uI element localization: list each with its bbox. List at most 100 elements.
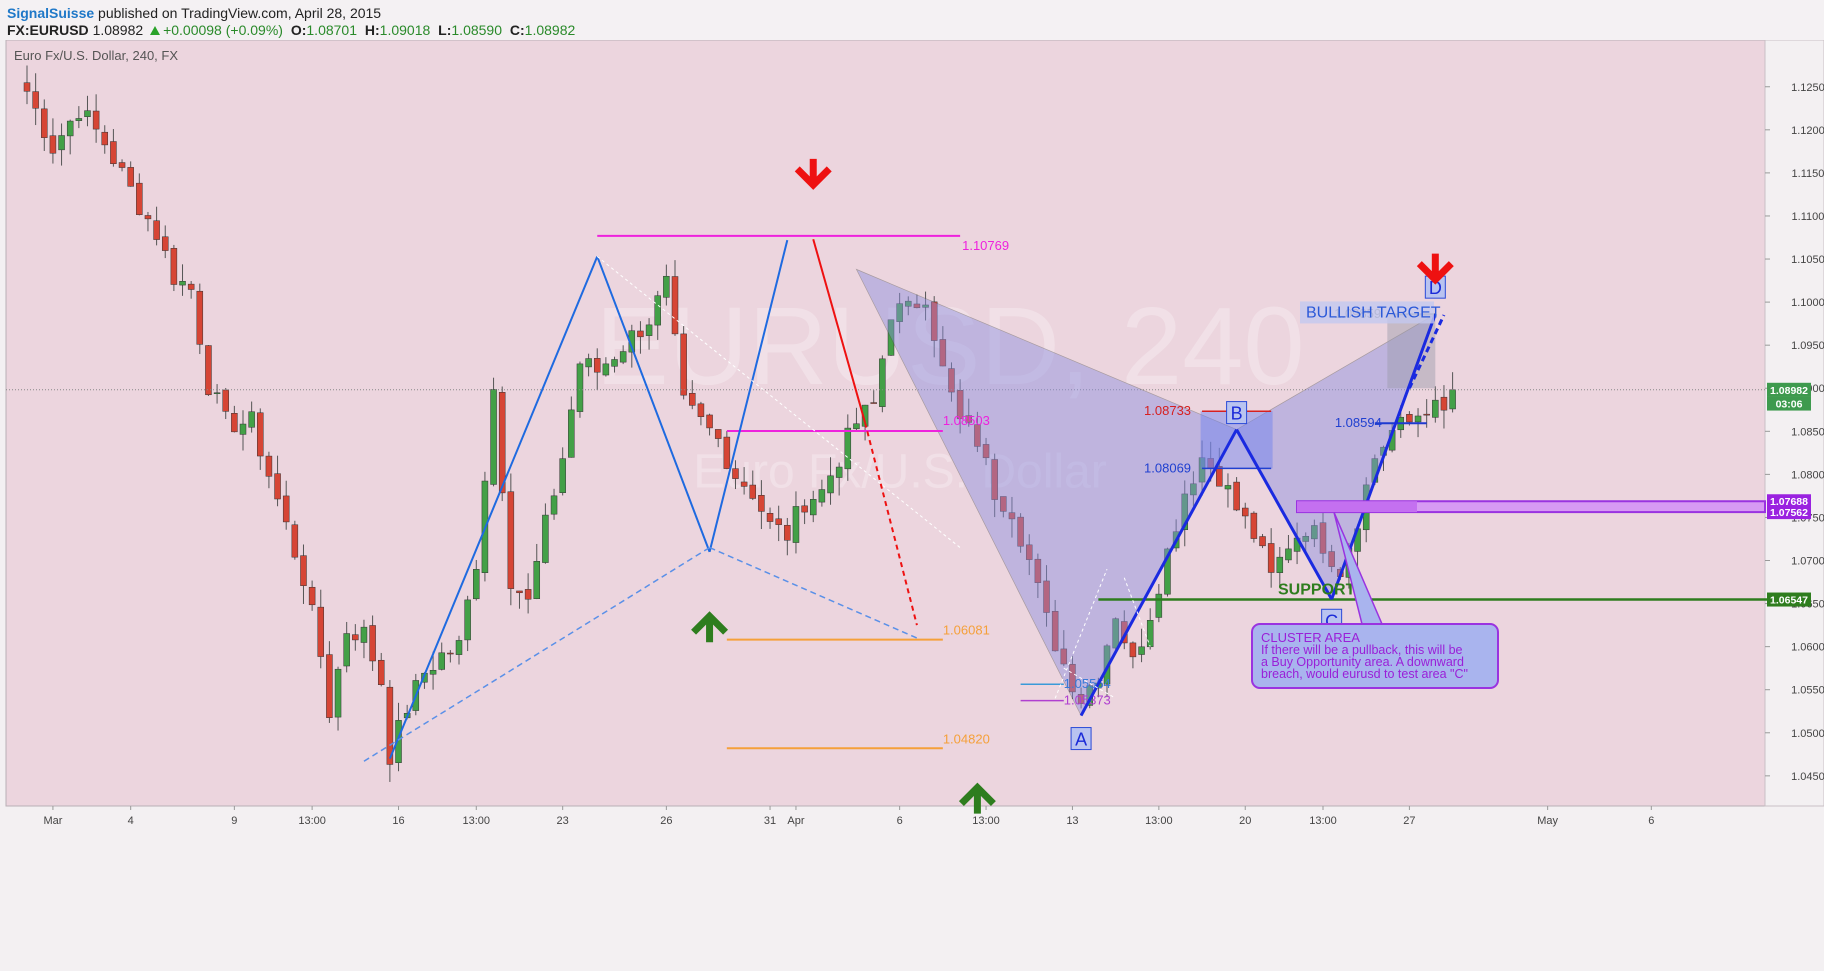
candle-body: [1034, 558, 1042, 583]
candle-body: [326, 654, 333, 718]
white-dash-c: [1123, 577, 1151, 647]
red-move-dash: [864, 422, 918, 626]
x-tick-label: May: [1537, 815, 1558, 827]
support-label: SUPPORT: [1278, 582, 1356, 599]
candle-body: [524, 589, 532, 600]
candle-body: [619, 351, 627, 363]
leg-ab: [1079, 428, 1238, 717]
x-tick-label: 6: [897, 815, 903, 827]
candle-body: [1276, 556, 1284, 573]
candle-body: [1077, 694, 1085, 704]
candle-body: [568, 409, 575, 458]
swing-3: [708, 239, 789, 553]
candle-body: [464, 599, 471, 641]
level-mid-label: 1.08503: [943, 413, 990, 428]
candle-body: [395, 720, 402, 763]
cluster-line: breach, would eurusd to test area "C": [1261, 667, 1468, 681]
candle-body: [41, 108, 48, 138]
candle-body: [974, 424, 981, 447]
publish-line: SignalSuisse published on TradingView.co…: [7, 5, 381, 21]
candle-body: [801, 505, 808, 513]
last-price: 1.08982: [92, 22, 144, 38]
candle-body: [939, 339, 947, 367]
candle-body: [1241, 507, 1249, 517]
swing-dash-1: [363, 546, 710, 762]
bullish-target-bg: [1300, 301, 1434, 324]
cluster-zone-inner: [1297, 501, 1417, 513]
last-price-badge-text: 1.08982: [1770, 385, 1808, 397]
leg-cd-dash: [1408, 314, 1446, 389]
candle-body: [282, 495, 290, 523]
candle-body: [32, 91, 39, 109]
countdown-badge: [1767, 396, 1811, 411]
author-link[interactable]: SignalSuisse: [7, 5, 95, 21]
cluster-callout: [1251, 623, 1499, 689]
candle-body: [196, 290, 204, 345]
x-tick-label: 4: [128, 815, 134, 827]
candle-body: [1319, 522, 1327, 554]
candle-body: [542, 514, 549, 563]
candle-body: [559, 458, 566, 493]
support-badge: [1767, 592, 1811, 607]
candle-body: [913, 303, 921, 309]
candle-body: [663, 275, 670, 298]
zone-low-badge: [1767, 505, 1811, 520]
zone-high-badge: [1767, 494, 1811, 509]
candle-body: [1000, 496, 1007, 512]
candle-body: [1017, 516, 1024, 547]
candle-body: [1008, 512, 1016, 520]
open-value: 1.08701: [306, 22, 357, 38]
leg-bc: [1235, 428, 1333, 601]
candle-body: [386, 686, 394, 765]
y-tick-label: 1.09500: [1791, 340, 1824, 352]
candle-body: [1181, 493, 1189, 530]
candle-body: [334, 668, 342, 718]
quote-line: FX:EURUSD 1.08982 +0.00098 (+0.09%) O:1.…: [7, 22, 575, 38]
countdown-badge-text: 03:06: [1776, 399, 1803, 411]
green-up-arrow-1: [691, 611, 729, 643]
candle-body: [1043, 580, 1050, 613]
red-move: [812, 238, 867, 423]
candle-body: [766, 513, 774, 522]
candle-body: [818, 489, 826, 503]
candle-body: [447, 652, 454, 655]
level-top-label: 1.10769: [962, 238, 1009, 253]
candle-body: [714, 429, 722, 439]
candle-body: [870, 402, 877, 404]
candle-body: [1432, 399, 1439, 418]
point-label-b: B: [1231, 404, 1243, 424]
candle-body: [205, 345, 212, 396]
candle-body: [1224, 485, 1232, 490]
candle-body: [827, 475, 834, 494]
candle-body: [49, 135, 57, 154]
candle-body: [352, 634, 359, 641]
high-value: 1.09018: [379, 22, 431, 38]
open-label: O:: [290, 22, 307, 38]
candle-body: [948, 368, 955, 393]
red-down-arrow-1: [794, 158, 832, 190]
level-c-label: 1.08594: [1335, 415, 1382, 430]
candle-body: [1060, 648, 1068, 665]
candle-body: [1051, 610, 1059, 652]
level-fib3-label: 1.05564: [1064, 676, 1111, 691]
candle-body: [84, 110, 91, 117]
candle-body: [300, 555, 307, 586]
candle-body: [213, 392, 221, 394]
candle-body: [265, 455, 273, 477]
y-tick-label: 1.07000: [1791, 556, 1824, 568]
candle-body: [879, 358, 886, 407]
candle-body: [784, 524, 791, 541]
x-tick-label: 13:00: [463, 815, 491, 827]
candle-body: [144, 215, 152, 220]
candle-body: [161, 236, 169, 251]
candle-body: [1146, 620, 1154, 648]
candle-body: [231, 413, 238, 433]
candle-body: [58, 135, 65, 151]
candle-body: [1414, 415, 1422, 423]
level-fib2-label: 1.04820: [943, 731, 990, 746]
candle-body: [585, 358, 592, 368]
candle-body: [516, 590, 523, 594]
candle-body: [1259, 536, 1266, 547]
candle-body: [1198, 457, 1206, 483]
